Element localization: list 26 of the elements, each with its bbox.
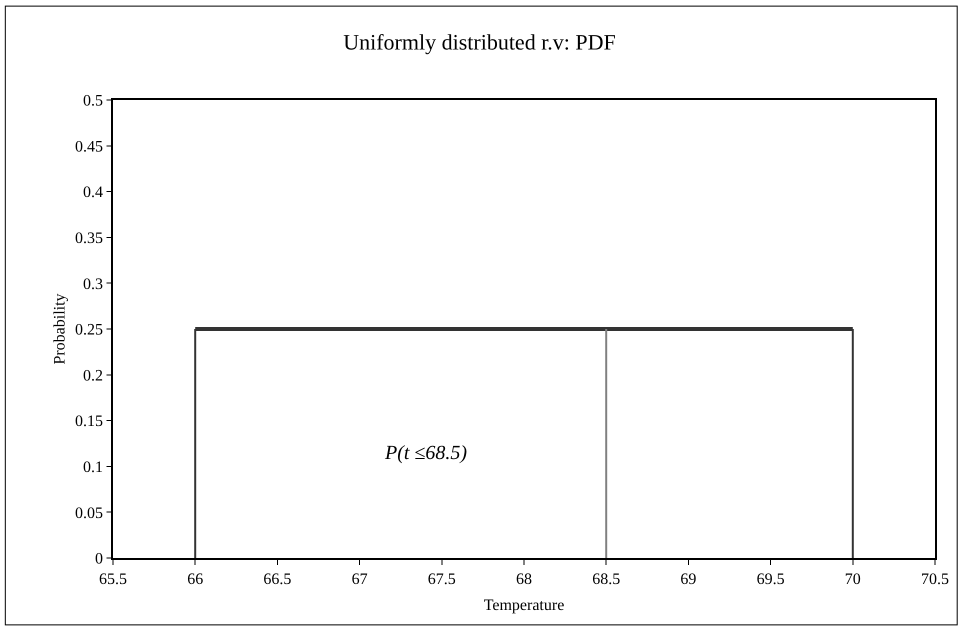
x-tick-label: 70 [844, 570, 861, 588]
y-tick-label: 0.25 [75, 322, 104, 339]
y-tick-label: 0 [95, 550, 104, 568]
x-tick-label: 70.5 [921, 570, 949, 588]
y-tick-label: 0.45 [75, 138, 104, 156]
y-tick-label: 0.1 [83, 459, 104, 476]
x-tick-label: 69 [680, 570, 696, 588]
annotation: P(t ≤68.5) [384, 442, 468, 464]
y-tick-label: 0.05 [75, 504, 104, 522]
x-tick-label: 68.5 [592, 570, 620, 588]
x-tick-label: 68 [516, 570, 532, 588]
y-axis-title: Probability [51, 293, 68, 365]
x-tick-label: 66.5 [263, 570, 292, 588]
x-tick-label: 69.5 [756, 570, 785, 588]
x-tick-label: 65.5 [99, 570, 127, 588]
y-tick-label: 0.35 [75, 230, 104, 247]
y-tick-label: 0.5 [83, 92, 104, 110]
x-tick-label: 67 [352, 570, 368, 588]
x-tick-label: 66 [187, 570, 204, 588]
y-tick-label: 0.15 [75, 413, 104, 430]
x-tick-label: 67.5 [428, 570, 456, 588]
y-tick-label: 0.3 [83, 276, 104, 293]
y-tick-label: 0.2 [83, 367, 104, 384]
y-tick-label: 0.4 [83, 184, 104, 202]
x-axis-title: Temperature [484, 597, 564, 614]
chart-title: Uniformly distributed r.v: PDF [343, 30, 616, 55]
